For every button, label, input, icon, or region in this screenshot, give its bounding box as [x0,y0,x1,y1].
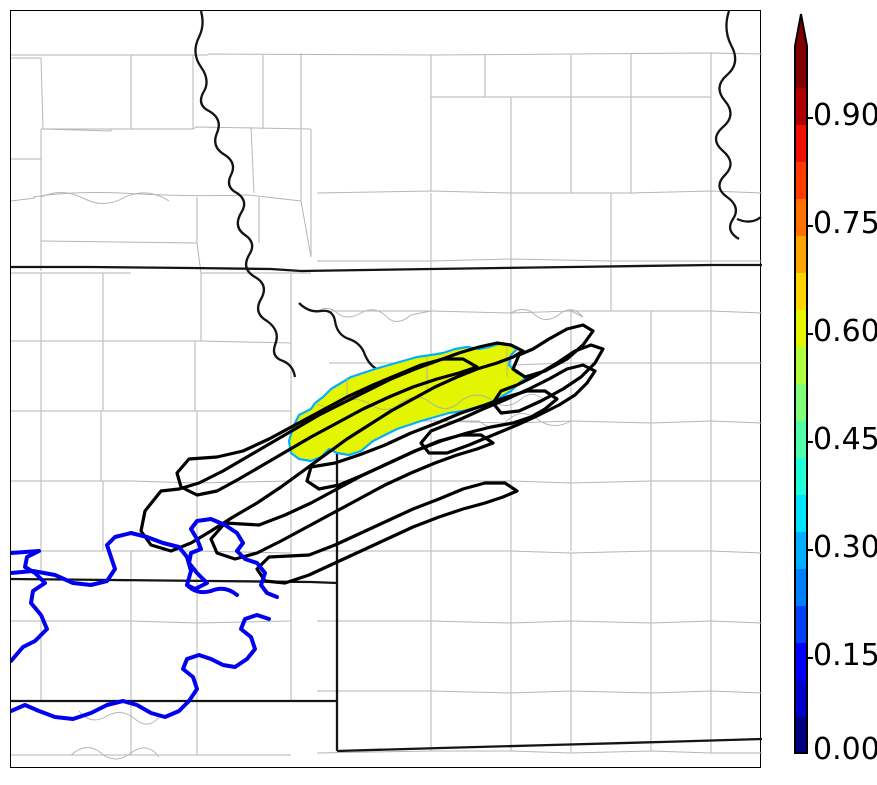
colorbar-tick-label-015: 0.15 [813,638,877,673]
map-canvas [11,11,762,760]
colorbar-outline [794,13,808,754]
colorbar-tick-label-090: 0.90 [813,98,877,133]
colorbar-tick-label-030: 0.30 [813,530,877,565]
colorbar-panel: 0.90 0.75 0.60 0.45 0.30 0.15 0.00 [780,8,877,768]
colorbar-tick-label-060: 0.60 [813,314,877,349]
colorbar-bands [795,14,807,753]
map-panel [10,10,762,768]
secondary-outline [11,517,279,721]
colorbar-svg [794,13,813,754]
colorbar-tick-label-045: 0.45 [813,422,877,457]
colorbar-tick-label-075: 0.75 [813,206,877,241]
ensemble-member-outlines [139,323,605,585]
colorbar-tick-label-000: 0.00 [813,732,877,767]
probability-swath-fill [287,342,546,463]
state-boundaries [11,11,762,753]
colorbar-ticks [807,117,813,659]
